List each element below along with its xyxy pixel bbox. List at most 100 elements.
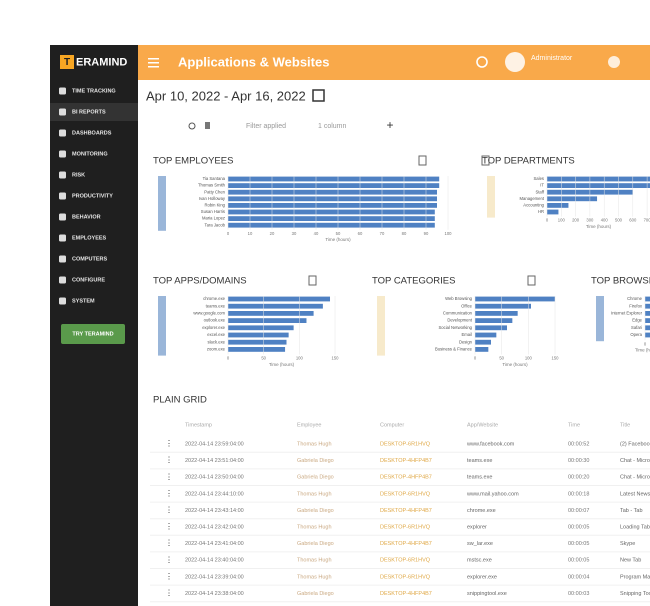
row-menu[interactable]: ⋮	[165, 589, 173, 598]
bar	[547, 196, 598, 202]
column-header[interactable]: App/Website	[467, 422, 498, 428]
bar	[228, 325, 294, 331]
bar	[475, 296, 555, 302]
bar-label: Chrome	[627, 296, 643, 301]
panel-strip	[487, 176, 495, 218]
cell: 00:00:20	[568, 475, 589, 481]
bar	[645, 318, 650, 323]
column-header[interactable]: Timestamp	[185, 422, 212, 428]
tick-label: 500	[615, 218, 623, 223]
panel-icon[interactable]	[481, 155, 490, 166]
logo: ERAMIND	[76, 56, 127, 68]
cell: Snipping Tool	[620, 591, 650, 597]
user-name[interactable]: Administrator	[531, 55, 573, 62]
row-menu[interactable]: ⋮	[165, 456, 173, 465]
bar	[645, 325, 650, 331]
cell: teams.exe	[467, 475, 492, 481]
row-menu[interactable]: ⋮	[165, 522, 173, 531]
panel-icon[interactable]	[418, 155, 427, 166]
cell: Thomas Hugh	[297, 558, 332, 564]
menu-item[interactable]: BEHAVIOR	[72, 214, 101, 220]
bar-label: Thomas Smith	[198, 183, 226, 188]
cell: 00:00:30	[568, 458, 589, 464]
menu-item[interactable]: EMPLOYEES	[72, 235, 107, 241]
menu-item[interactable]: TIME TRACKING	[72, 88, 116, 94]
cell: 2022-04-14 23:40:04:00	[185, 558, 244, 564]
cell: DESKTOP-4HFP4B7	[380, 508, 432, 514]
row-menu[interactable]: ⋮	[165, 539, 173, 548]
menu-item[interactable]: RISK	[72, 172, 85, 178]
menu-item[interactable]: COMPUTERS	[72, 256, 107, 262]
row-menu[interactable]: ⋮	[165, 506, 173, 515]
menu-item[interactable]: BI REPORTS	[72, 109, 106, 115]
settings-icon[interactable]	[608, 56, 620, 68]
add-filter[interactable]: +	[386, 118, 393, 132]
tick-label: 50	[499, 356, 504, 361]
row-menu[interactable]: ⋮	[165, 555, 173, 564]
bar	[475, 325, 507, 331]
bar	[475, 332, 497, 338]
column-header[interactable]: Time	[568, 422, 580, 428]
row-menu[interactable]: ⋮	[165, 439, 173, 448]
menu-item[interactable]: PRODUCTIVITY	[72, 193, 113, 199]
panel-strip	[158, 296, 166, 356]
bar	[228, 311, 314, 316]
calendar-icon[interactable]	[312, 89, 325, 102]
bar	[645, 296, 650, 302]
filter-icon[interactable]	[188, 122, 196, 130]
bar-label: chrome.exe	[203, 296, 226, 301]
bar-label: outlook.exe	[204, 318, 226, 323]
cell: Gabriela Diego	[297, 591, 334, 597]
filter-chip[interactable]: 1 column	[318, 123, 347, 130]
menu-icon[interactable]	[148, 58, 159, 68]
cell: (2) Facebook	[620, 441, 650, 447]
bar-label: Safari	[631, 325, 642, 330]
column-header[interactable]: Title	[620, 422, 630, 428]
panel-icon[interactable]	[308, 275, 317, 286]
menu-item[interactable]: DASHBOARDS	[72, 130, 112, 136]
cell: DESKTOP-6R1HVQ	[380, 491, 431, 497]
bar-label: Robin King	[205, 203, 226, 208]
panel-icon[interactable]	[527, 275, 536, 286]
row-menu[interactable]: ⋮	[165, 472, 173, 481]
row-menu[interactable]: ⋮	[165, 489, 173, 498]
tick-label: 150	[332, 356, 340, 361]
tick-label: 60	[358, 231, 363, 236]
avatar[interactable]	[505, 52, 525, 72]
bar-label: Staff	[535, 189, 544, 194]
cell: 2022-04-14 23:38:04:00	[185, 591, 244, 597]
try-button[interactable]	[61, 324, 125, 344]
column-header[interactable]: Employee	[297, 422, 321, 428]
menu-item[interactable]: CONFIGURE	[72, 277, 105, 283]
menu-icon	[59, 129, 66, 137]
date-range[interactable]: Apr 10, 2022 - Apr 16, 2022	[146, 88, 306, 103]
cell: 2022-04-14 23:50:04:00	[185, 475, 244, 481]
cell: Tab - Tab	[620, 508, 643, 514]
try-button-label[interactable]: TRY TERAMIND	[72, 331, 113, 337]
bar	[228, 296, 331, 302]
menu-icon	[59, 234, 66, 242]
cell: Thomas Hugh	[297, 524, 332, 530]
menu-item[interactable]: MONITORING	[72, 151, 108, 157]
menu-active	[50, 103, 138, 121]
cell: 00:00:07	[568, 508, 589, 514]
trash-icon[interactable]	[205, 122, 210, 129]
cell: Latest News	[620, 491, 650, 497]
cell: Loading Tab	[620, 524, 650, 530]
menu-item[interactable]: SYSTEM	[72, 298, 95, 304]
row-menu[interactable]: ⋮	[165, 572, 173, 581]
menu-icon	[59, 108, 66, 116]
bar	[228, 318, 307, 323]
tick-label: 400	[601, 218, 609, 223]
tick-label: 0	[644, 341, 647, 346]
bar-label: Design	[459, 339, 473, 344]
cell: 00:00:03	[568, 591, 589, 597]
filter-chip[interactable]: Filter applied	[246, 123, 286, 130]
cell: mstsc.exe	[467, 558, 492, 564]
column-header[interactable]: Computer	[380, 422, 404, 428]
cell: 00:00:05	[568, 524, 589, 530]
bar-label: Susan Harris	[201, 209, 225, 214]
search-icon[interactable]	[476, 56, 488, 68]
cell: www.mail.yahoo.com	[466, 491, 519, 497]
